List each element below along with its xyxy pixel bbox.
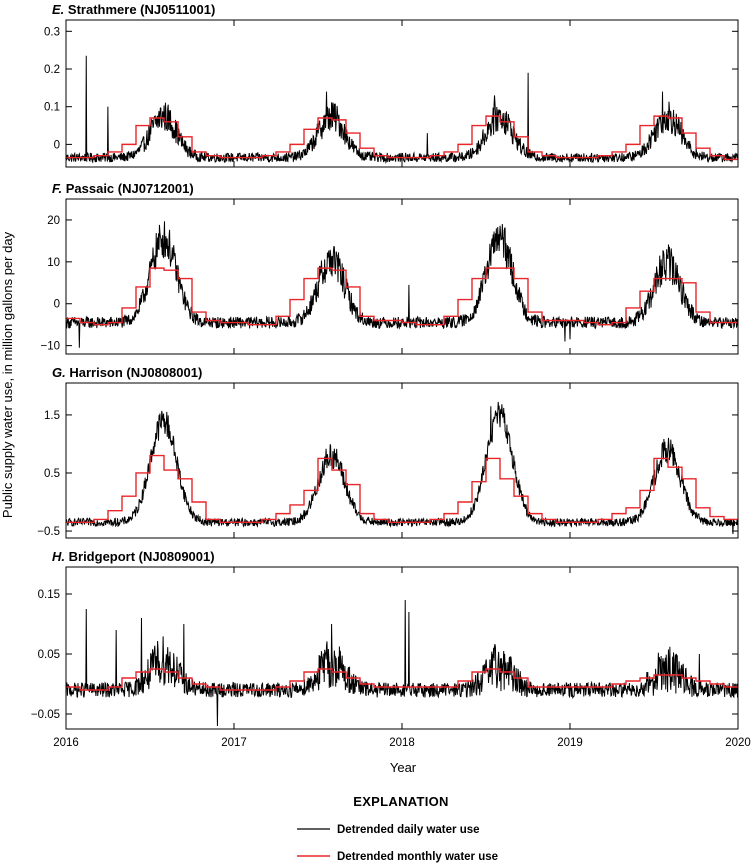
panel-2: F. Passaic (NJ0712001) −10 0 10 20 xyxy=(40,181,739,355)
daily-series-line xyxy=(66,55,738,165)
daily-series-line xyxy=(66,221,738,348)
y-tick-label: 0.15 xyxy=(38,589,60,601)
x-axis-label: Year xyxy=(390,760,417,775)
x-axis-label-group: Year xyxy=(390,760,417,775)
daily-series-line xyxy=(66,599,738,727)
y-tick-label: 20 xyxy=(47,215,60,227)
y-tick-label: 0 xyxy=(54,139,60,151)
plot-frame xyxy=(65,198,739,355)
y-tick-label: 0.2 xyxy=(44,64,60,76)
plot-frame xyxy=(65,19,739,168)
y-tick-label: 0.5 xyxy=(44,468,60,480)
panel-1: E. Strathmere (NJ0511001) 0 0.1 0.2 0.3 xyxy=(44,2,739,168)
panel-title: E. Strathmere (NJ0511001) xyxy=(52,2,215,17)
monthly-series-line xyxy=(66,115,738,161)
legend: EXPLANATION Detrended daily water use De… xyxy=(297,794,498,863)
monthly-series-line xyxy=(66,267,738,326)
y-tick-label: −0.5 xyxy=(37,526,60,538)
monthly-series-line xyxy=(66,668,738,691)
panel-4: H. Bridgeport (NJ0809001) −0.05 0.05 0.15 20… xyxy=(31,549,751,749)
panel-name: Passaic (NJ0712001) xyxy=(66,181,194,196)
panel-letter: G. xyxy=(52,365,69,380)
y-tick-label: 0.3 xyxy=(44,26,60,38)
y-tick-label: −10 xyxy=(40,341,60,353)
x-tick-label: 2018 xyxy=(389,737,415,749)
x-tick-label: 2016 xyxy=(53,737,79,749)
panel-letter: F. xyxy=(52,181,66,196)
legend-monthly-label: Detrended monthly water use xyxy=(337,851,498,863)
y-axis-label: Public supply water use, in million gall… xyxy=(0,231,15,518)
panel-title: G. Harrison (NJ0808001) xyxy=(52,365,202,380)
legend-title: EXPLANATION xyxy=(353,794,449,809)
y-tick-label: 0.05 xyxy=(38,649,60,661)
y-tick-label: 10 xyxy=(47,257,60,269)
y-tick-label: −0.05 xyxy=(31,709,60,721)
x-tick-label: 2017 xyxy=(221,737,247,749)
panel-title: H. Bridgeport (NJ0809001) xyxy=(52,549,215,564)
y-tick-label: 0 xyxy=(54,299,60,311)
x-tick-label: 2020 xyxy=(725,737,751,749)
legend-daily-label: Detrended daily water use xyxy=(337,824,480,836)
daily-series-line xyxy=(66,401,738,534)
y-tick-label: 1.5 xyxy=(44,410,60,422)
panels: E. Strathmere (NJ0511001) 0 0.1 0.2 0.3 F. Pa… xyxy=(31,2,751,749)
x-tick-label: 2019 xyxy=(557,737,583,749)
panel-name: Strathmere (NJ0511001) xyxy=(68,2,215,17)
panel-title: F. Passaic (NJ0712001) xyxy=(52,181,194,196)
monthly-series-line xyxy=(66,454,738,524)
panel-name: Harrison (NJ0808001) xyxy=(69,365,202,380)
panel-3: G. Harrison (NJ0808001) −0.5 0.5 1.5 xyxy=(37,365,739,539)
plot-frame xyxy=(65,566,739,730)
panel-name: Bridgeport (NJ0809001) xyxy=(69,549,215,564)
plot-frame xyxy=(65,382,739,539)
panel-letter: E. xyxy=(52,2,68,17)
panel-letter: H. xyxy=(52,549,69,564)
y-tick-label: 0.1 xyxy=(44,102,60,114)
